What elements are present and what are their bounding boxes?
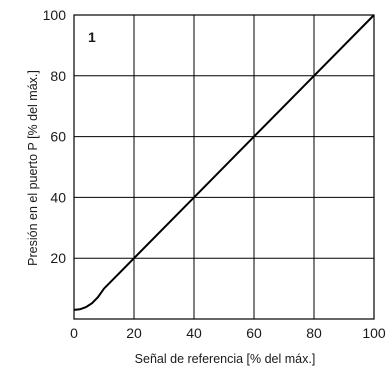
y-tick-label: 100 — [43, 7, 67, 23]
grid — [74, 15, 374, 319]
x-tick-label: 40 — [186, 325, 202, 341]
plot-frame — [73, 14, 375, 320]
series-line — [73, 14, 375, 311]
y-axis-title: Presión en el puerto P [% del máx.] — [26, 70, 40, 266]
y-tick-label: 60 — [50, 129, 66, 145]
y-tick-labels: 20 40 60 80 100 — [43, 7, 67, 266]
x-axis-title: Señal de referencia [% del máx.] — [135, 352, 316, 366]
x-tick-labels: 0 20 40 60 80 100 — [70, 325, 386, 341]
y-tick-label: 80 — [50, 68, 66, 84]
x-tick-label: 80 — [306, 325, 322, 341]
panel-label: 1 — [88, 29, 96, 45]
y-tick-label: 20 — [50, 250, 66, 266]
series-layer — [73, 14, 375, 311]
x-tick-label: 60 — [246, 325, 262, 341]
x-tick-label: 0 — [70, 325, 78, 341]
x-tick-label: 100 — [362, 325, 386, 341]
y-tick-label: 40 — [50, 189, 66, 205]
x-tick-label: 20 — [126, 325, 142, 341]
